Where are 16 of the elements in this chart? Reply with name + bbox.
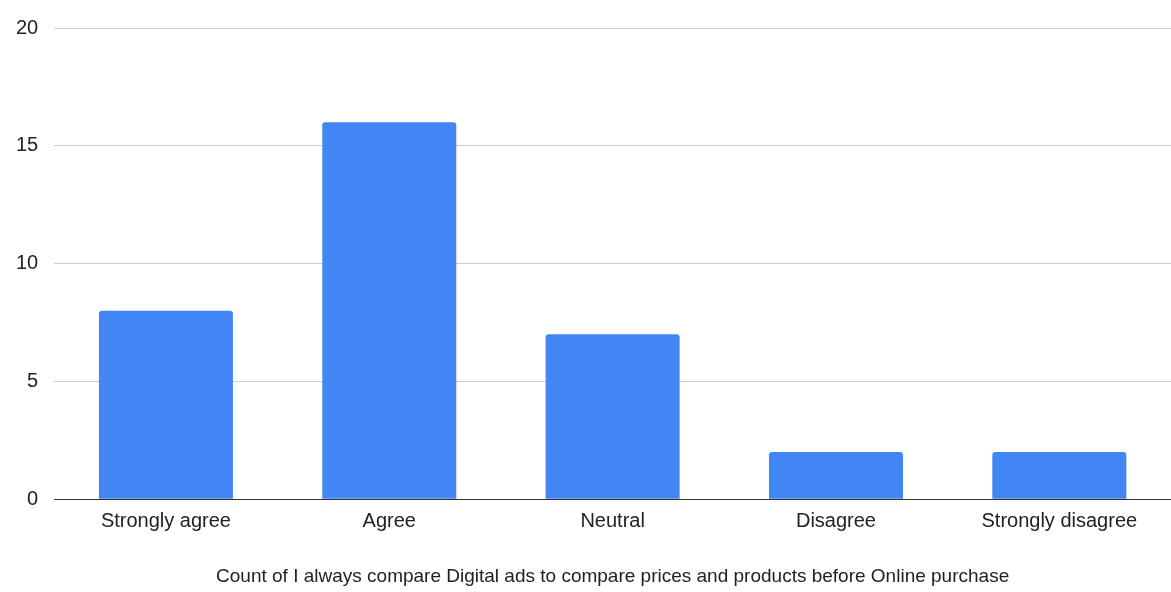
y-tick-label: 10 <box>16 251 39 274</box>
x-tick-label: Strongly agree <box>100 508 231 531</box>
x-tick-label: Strongly disagree <box>981 508 1138 531</box>
y-tick-label: 5 <box>27 368 39 391</box>
x-tick-label: Neutral <box>580 508 645 531</box>
y-tick-label: 20 <box>16 15 39 38</box>
bar <box>322 122 457 499</box>
bar <box>768 452 903 499</box>
y-tick-label: 15 <box>16 133 39 156</box>
bar <box>992 452 1127 499</box>
bar <box>98 310 233 499</box>
x-tick-label: Agree <box>362 508 416 531</box>
bar <box>545 334 680 499</box>
y-tick-label: 0 <box>27 486 39 509</box>
x-axis-title: Count of I always compare Digital ads to compare prices and products before Online purchase <box>216 564 1010 586</box>
x-tick-label: Disagree <box>795 508 876 531</box>
